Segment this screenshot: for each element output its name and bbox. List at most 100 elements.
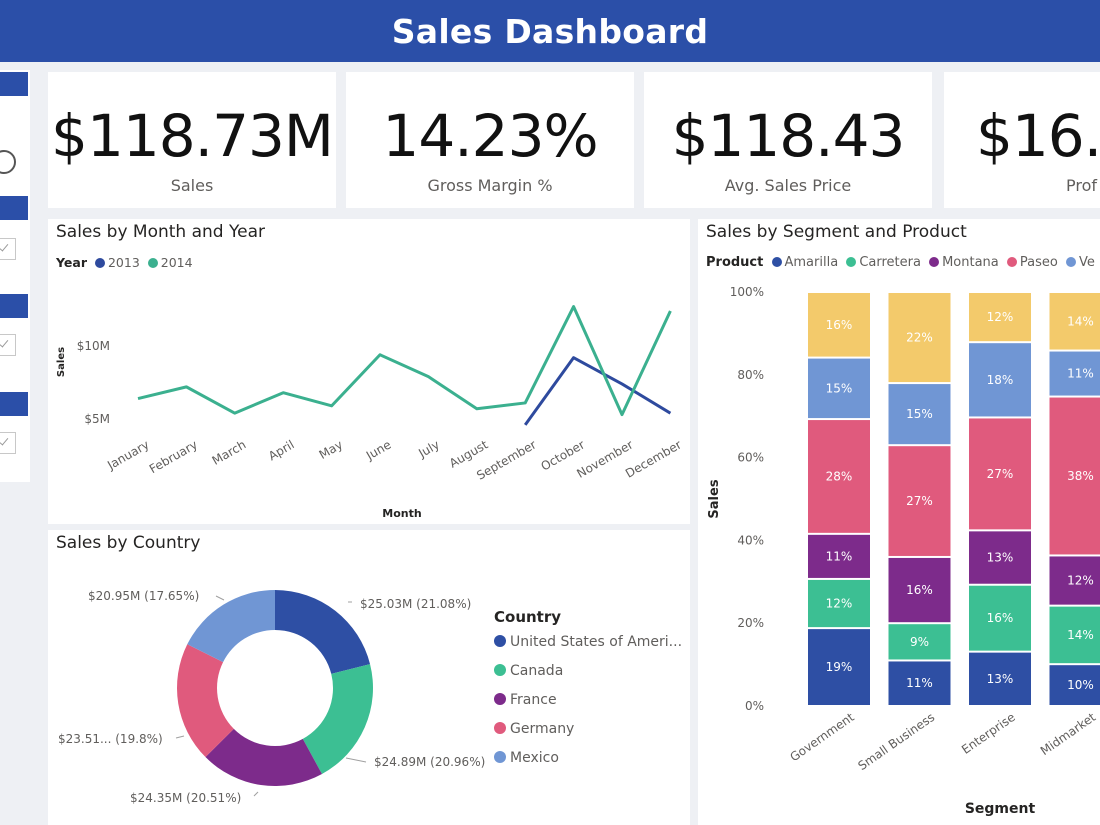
y-tick-label: 60% [737, 451, 764, 465]
line-chart-legend: Year 2013 2014 [56, 255, 197, 270]
slicer-checkbox[interactable] [0, 334, 16, 356]
kpi-label: Gross Margin % [427, 176, 553, 195]
bar-segment [969, 531, 1031, 584]
bar-segment [1049, 397, 1100, 555]
kpi-card-sales[interactable]: $118.73M Sales [48, 72, 336, 208]
legend-dot [929, 257, 940, 267]
kpi-value: $118.73M [51, 102, 334, 170]
bar-segment [1049, 293, 1100, 350]
legend-title: Year [56, 255, 87, 270]
bar-data-label: 15% [826, 381, 853, 395]
bar-segment [808, 358, 870, 419]
kpi-card-gross-margin[interactable]: 14.23% Gross Margin % [346, 72, 634, 208]
legend-item-paseo[interactable]: Paseo [1006, 255, 1058, 270]
slicer-radio[interactable] [0, 150, 16, 174]
legend-title: Product [706, 255, 764, 270]
bar-data-label: 11% [826, 549, 853, 563]
data-label: $24.89M (20.96%) [374, 755, 485, 769]
donut-chart-panel[interactable]: Sales by Country $25.03M (21.08%) $24.89M… [48, 530, 690, 825]
kpi-label: Avg. Sales Price [724, 176, 852, 195]
bar-segment [808, 629, 870, 705]
slicer-header-bar [0, 196, 28, 220]
x-tick-label: Government [787, 710, 857, 765]
legend-item-france[interactable]: France [494, 692, 682, 721]
data-label: $25.03M (21.08%) [360, 597, 471, 611]
kpi-card-profit[interactable]: $16.8 Prof [944, 72, 1100, 208]
bar-segment [969, 652, 1031, 705]
stacked-bar-legend: Product Amarilla Carretera Montana Paseo… [706, 255, 1099, 270]
kpi-value: $16.8 [976, 102, 1100, 170]
stacked-bar-chart[interactable]: 0% 20% 40% 60% 80% 100% Sales 19% 12% 11% 28% 15% 16… [698, 219, 1100, 825]
legend-dot [494, 664, 506, 676]
kpi-card-avg-sales-price[interactable]: $118.43 Avg. Sales Price [644, 72, 932, 208]
y-tick-label: 20% [737, 616, 764, 630]
legend-item-2014[interactable]: 2014 [147, 255, 193, 270]
series-line-2014 [137, 305, 672, 417]
slicer-header-bar [0, 392, 28, 416]
y-tick-label: 100% [730, 285, 764, 299]
y-tick-label: $10M [77, 339, 110, 353]
legend-item-amarilla[interactable]: Amarilla [771, 255, 838, 270]
bar-data-label: 12% [826, 597, 853, 611]
bar-segment [1049, 556, 1100, 605]
y-tick-label: $5M [84, 412, 110, 426]
donut-slice [177, 644, 234, 758]
country-legend: Country United States of Ameri... Canada… [494, 608, 682, 779]
legend-dot [494, 693, 506, 705]
x-tick-label: Enterprise [959, 710, 1018, 757]
bar-data-label: 15% [906, 407, 933, 421]
bar-segment [808, 579, 870, 628]
slicer-checkbox[interactable] [0, 238, 16, 260]
y-tick-label: 80% [737, 368, 764, 382]
legend-dot [147, 258, 158, 268]
bar-segment [969, 343, 1031, 417]
line-chart-title: Sales by Month and Year [56, 222, 265, 242]
donut-slice [187, 590, 275, 663]
slicer-header-bar [0, 294, 28, 318]
legend-label: 2013 [107, 255, 140, 270]
legend-item-canada[interactable]: Canada [494, 663, 682, 692]
legend-label: Carretera [859, 255, 921, 270]
leader-line [253, 791, 259, 797]
bar-segment [888, 446, 951, 556]
legend-item-usa[interactable]: United States of Ameri... [494, 634, 682, 663]
bar-segment [1049, 606, 1100, 664]
kpi-label: Prof [1066, 176, 1098, 195]
donut-slice [205, 728, 322, 786]
leader-line [215, 595, 225, 601]
kpi-value: $118.43 [671, 102, 906, 170]
legend-label: Ve [1079, 255, 1095, 270]
legend-item-montana[interactable]: Montana [929, 255, 999, 270]
legend-label: 2014 [160, 255, 193, 270]
legend-label: Germany [510, 721, 575, 737]
legend-item-carretera[interactable]: Carretera [846, 255, 921, 270]
bar-segment [888, 293, 951, 383]
legend-label: Montana [942, 255, 999, 270]
bar-data-label: 11% [906, 676, 933, 690]
legend-item-2013[interactable]: 2013 [94, 255, 140, 270]
legend-label: France [510, 692, 557, 708]
legend-item-mexico[interactable]: Mexico [494, 750, 682, 779]
donut-chart-title: Sales by Country [56, 533, 201, 553]
bar-data-label: 16% [826, 318, 853, 332]
slicer-checkbox[interactable] [0, 432, 16, 454]
y-tick-label: 40% [737, 533, 764, 547]
bar-segment [888, 624, 951, 660]
legend-dot [494, 751, 506, 763]
stacked-bar-panel[interactable]: Sales by Segment and Product Product Ama… [698, 219, 1100, 825]
legend-item-velo[interactable]: Ve [1066, 255, 1095, 270]
legend-item-germany[interactable]: Germany [494, 721, 682, 750]
line-chart-panel[interactable]: Sales by Month and Year Year 2013 2014 $… [48, 219, 690, 524]
donut-chart[interactable]: $25.03M (21.08%) $24.89M (20.96%) $24.35M … [48, 530, 690, 825]
legend-label: Canada [510, 663, 564, 679]
bar-segment [969, 418, 1031, 530]
slicer-panel [0, 70, 30, 482]
x-tick-label: January [104, 437, 151, 472]
bar-segment [888, 557, 951, 623]
kpi-label: Sales [170, 176, 214, 195]
x-axis-title: Month [382, 507, 421, 520]
y-axis-title: Sales [56, 347, 67, 377]
leader-line [345, 757, 367, 763]
bar-segment [969, 585, 1031, 651]
